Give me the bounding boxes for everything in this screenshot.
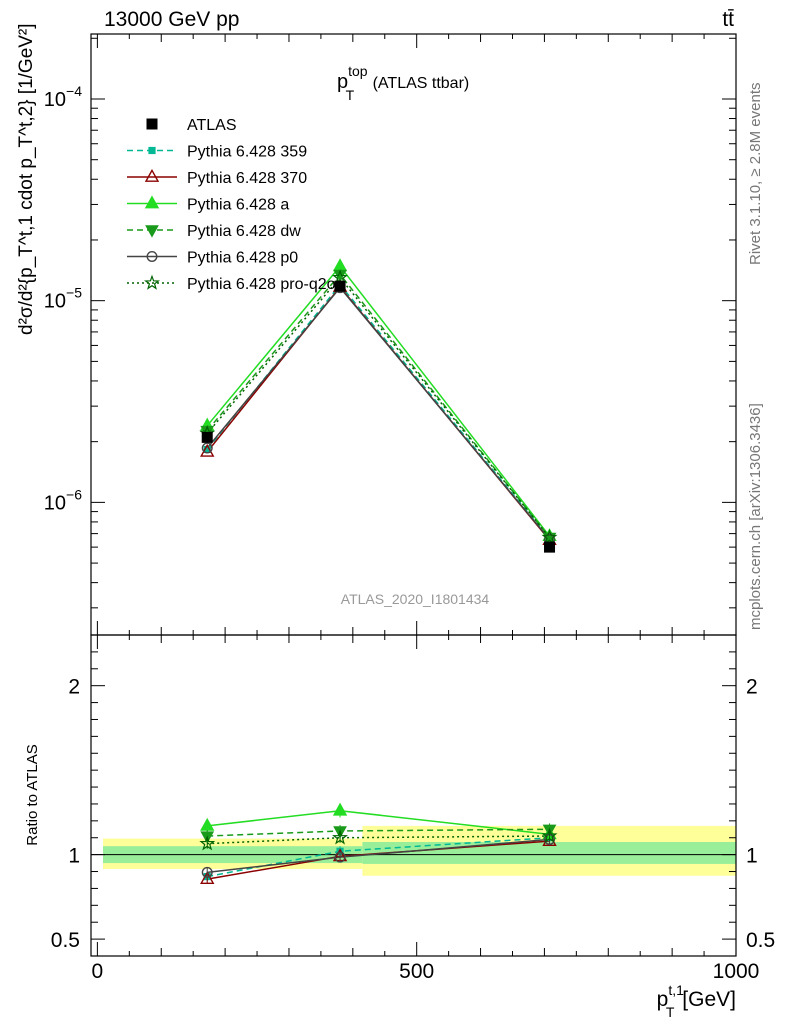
atlas-data-point	[544, 541, 556, 553]
legend-label: Pythia 6.428 370	[187, 170, 307, 187]
ratio-y-tick-label-right: 0.5	[746, 929, 775, 952]
legend-label: Pythia 6.428 359	[187, 144, 307, 161]
main-y-tick-label: 10−4	[44, 83, 82, 111]
ratio-marker-series-2	[332, 802, 348, 816]
ratio-panel: 0.5 0.5 1 1 2 2 0 500 1000 Ratio to ATLAS pt,1 T…	[24, 634, 775, 1020]
ratio-y-tick-label: 1	[68, 845, 80, 868]
ratio-marker-series-4	[201, 866, 213, 878]
ratio-marker-series-0	[336, 847, 344, 855]
ratio-marker-series-5	[199, 835, 216, 851]
main-y-tick-labels: 10−4 10−5 10−6	[44, 83, 82, 514]
main-line-series-3	[206, 273, 551, 538]
main-panel: 10−4 10−5 10−6 ATLAS_2020_I1801434 ptop T (…	[16, 23, 737, 636]
plot-title-rest: (ATLAS ttbar)	[368, 75, 469, 92]
x-axis-label-sup: t,1	[668, 982, 684, 998]
legend-entry: Pythia 6.428 359	[127, 144, 307, 161]
ratio-marker-series-2	[200, 817, 215, 831]
main-y-axis-label: d²σ/d²{p_T^t,1 cdot p_T^t,2} [1/GeV²]	[16, 23, 37, 335]
legend-marker	[146, 250, 158, 262]
legend-entry: Pythia 6.428 dw	[127, 223, 301, 240]
atlas-data-point	[334, 280, 346, 292]
process-label: tt̄	[722, 8, 734, 31]
ratio-axis-ticks	[91, 635, 737, 956]
atlas-data-point	[201, 431, 213, 443]
legend-entry: ATLAS	[146, 117, 237, 134]
main-axis-ticks	[91, 34, 737, 635]
x-tick-label: 1000	[713, 960, 760, 983]
ratio-plot-frame	[90, 634, 737, 957]
main-series-lines	[206, 265, 551, 541]
analysis-id-label: ATLAS_2020_I1801434	[341, 591, 490, 607]
legend-entry: Pythia 6.428 pro-q2o	[127, 274, 336, 293]
collision-energy-label: 13000 GeV pp	[104, 8, 239, 31]
legend-label: Pythia 6.428 pro-q2o	[187, 276, 336, 293]
plot-title-sub: T	[346, 87, 355, 103]
x-tick-label: 500	[399, 960, 434, 983]
ratio-marker-series-4	[334, 851, 346, 863]
ratio-y-tick-label: 0.5	[51, 929, 80, 952]
ratio-marker-series-5	[332, 829, 348, 845]
legend-marker	[144, 168, 160, 182]
mcplots-label: mcplots.cern.ch [arXiv:1306.3436]	[747, 403, 764, 630]
ratio-y-tick-label-right: 1	[746, 845, 758, 868]
main-marker-series-5	[541, 529, 558, 545]
plot-title: ptop T (ATLAS ttbar)	[337, 63, 469, 103]
legend-label: Pythia 6.428 a	[187, 197, 289, 214]
plot-title-main: p	[337, 71, 348, 93]
main-line-series-0	[206, 283, 551, 540]
x-axis-label-sub: T	[666, 1004, 675, 1020]
rivet-version-label: Rivet 3.1.10, ≥ 2.8M events	[747, 83, 764, 266]
x-axis-label-rest: [GeV]	[676, 988, 736, 1011]
atlas-data-points	[201, 280, 556, 553]
legend-marker	[148, 146, 156, 155]
ratio-y-tick-label: 2	[68, 676, 80, 699]
legend-marker	[144, 274, 160, 290]
main-series-markers	[199, 258, 558, 546]
legend-label: Pythia 6.428 dw	[187, 223, 301, 240]
main-y-tick-label: 10−5	[44, 285, 82, 313]
main-marker-series-2	[332, 258, 348, 272]
main-marker-series-1	[200, 443, 215, 457]
x-axis-label: pt,1 T [GeV]	[657, 982, 736, 1020]
legend-marker	[144, 195, 160, 209]
legend-entry: Pythia 6.428 a	[127, 195, 289, 214]
x-axis-label-main: p	[657, 988, 669, 1011]
main-line-series-2	[206, 265, 551, 537]
legend-marker	[146, 118, 158, 130]
ratio-series-markers	[199, 802, 558, 885]
main-marker-series-4	[201, 442, 213, 454]
ratio-y-tick-labels: 0.5 0.5 1 1 2 2	[51, 676, 775, 952]
main-marker-series-5	[332, 269, 348, 285]
legend-marker	[145, 225, 159, 238]
ratio-y-tick-label-right: 2	[746, 676, 758, 699]
ratio-marker-series-5	[541, 827, 558, 843]
ratio-marker-series-1	[200, 871, 215, 885]
main-marker-series-0	[203, 445, 211, 454]
legend: ATLAS Pythia 6.428 359 Pythia 6.428 370 Pyt…	[127, 117, 336, 293]
legend-entry: Pythia 6.428 p0	[127, 250, 298, 267]
ratio-y-axis-label: Ratio to ATLAS	[24, 744, 41, 845]
legend-label: ATLAS	[187, 117, 237, 134]
x-tick-label: 0	[92, 960, 104, 983]
x-tick-labels: 0 500 1000	[92, 960, 760, 983]
main-y-tick-label: 10−6	[44, 486, 82, 514]
legend-label: Pythia 6.428 p0	[187, 250, 298, 267]
legend-entry: Pythia 6.428 370	[127, 168, 307, 187]
plot-title-sup: top	[348, 63, 368, 79]
